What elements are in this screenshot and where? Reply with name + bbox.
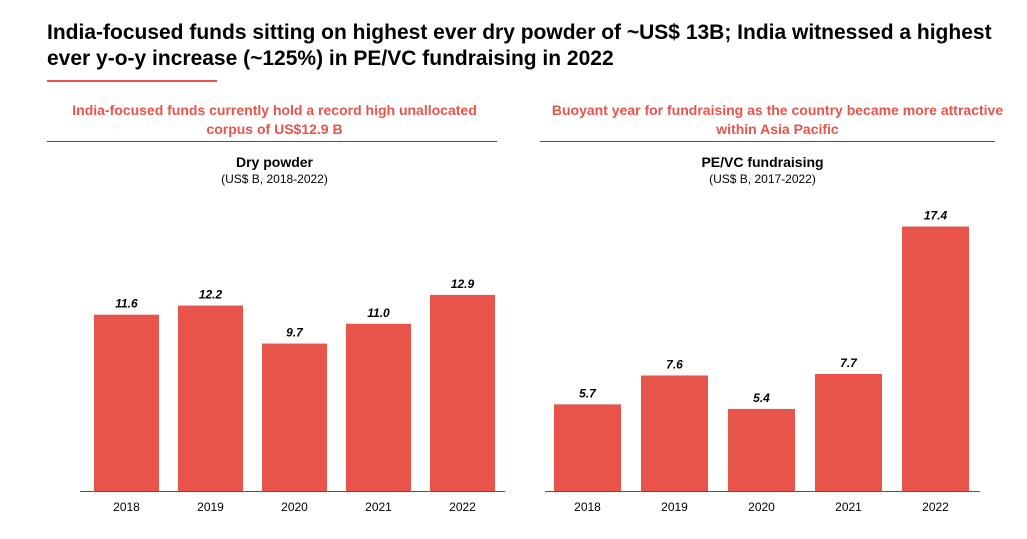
headline-accent-underline bbox=[47, 80, 217, 82]
left-panel-divider bbox=[47, 141, 497, 142]
left-panel-subtitle: India-focused funds currently hold a rec… bbox=[72, 102, 477, 137]
bar-value-label: 12.9 bbox=[451, 277, 475, 291]
bar-2022 bbox=[902, 226, 969, 491]
bar-value-label: 12.2 bbox=[199, 288, 223, 302]
bar-value-label: 11.6 bbox=[115, 297, 138, 311]
right-panel-divider bbox=[540, 141, 995, 142]
bar-value-label: 9.7 bbox=[286, 326, 304, 340]
right-chart-unit: (US$ B, 2017-2022) bbox=[709, 172, 816, 186]
bar-2018 bbox=[554, 404, 621, 491]
x-tick-label: 2022 bbox=[449, 500, 476, 514]
x-tick-label: 2021 bbox=[835, 500, 862, 514]
left-chart-unit: (US$ B, 2018-2022) bbox=[221, 172, 328, 186]
bar-2022 bbox=[430, 294, 495, 491]
bar-2018 bbox=[94, 314, 159, 491]
x-tick-label: 2020 bbox=[748, 500, 775, 514]
bar-2021 bbox=[346, 323, 411, 491]
bar-value-label: 11.0 bbox=[367, 306, 390, 320]
right-panel-subtitle: Buoyant year for fundraising as the coun… bbox=[551, 102, 1004, 137]
x-tick-label: 2021 bbox=[365, 500, 392, 514]
bar-value-label: 5.4 bbox=[753, 391, 770, 405]
bar-value-label: 5.7 bbox=[579, 386, 597, 400]
pe-vc-fundraising-chart: 5.7 2018 7.6 2019 5.4 2020 7.7 2021 17.4 2022 bbox=[545, 209, 980, 514]
page-headline: India-focused funds sitting on highest e… bbox=[47, 21, 992, 70]
x-tick-label: 2018 bbox=[574, 500, 601, 514]
left-chart-title: Dry powder bbox=[235, 154, 313, 170]
bar-2020 bbox=[728, 408, 795, 491]
bar-2019 bbox=[178, 305, 243, 491]
x-tick-label: 2019 bbox=[661, 500, 688, 514]
x-tick-label: 2018 bbox=[113, 500, 140, 514]
bar-2020 bbox=[262, 343, 327, 491]
bar-value-label: 17.4 bbox=[924, 209, 948, 223]
bar-value-label: 7.7 bbox=[840, 356, 858, 370]
bar-value-label: 7.6 bbox=[666, 357, 683, 371]
x-tick-label: 2020 bbox=[281, 500, 308, 514]
x-tick-label: 2019 bbox=[197, 500, 224, 514]
bar-2021 bbox=[815, 373, 882, 491]
x-tick-label: 2022 bbox=[922, 500, 949, 514]
bar-2019 bbox=[641, 375, 708, 491]
right-chart-title: PE/VC fundraising bbox=[701, 154, 824, 170]
dry-powder-chart: 11.6 2018 12.2 2019 9.7 2020 11.0 2021 12.9 2022 bbox=[80, 277, 505, 514]
